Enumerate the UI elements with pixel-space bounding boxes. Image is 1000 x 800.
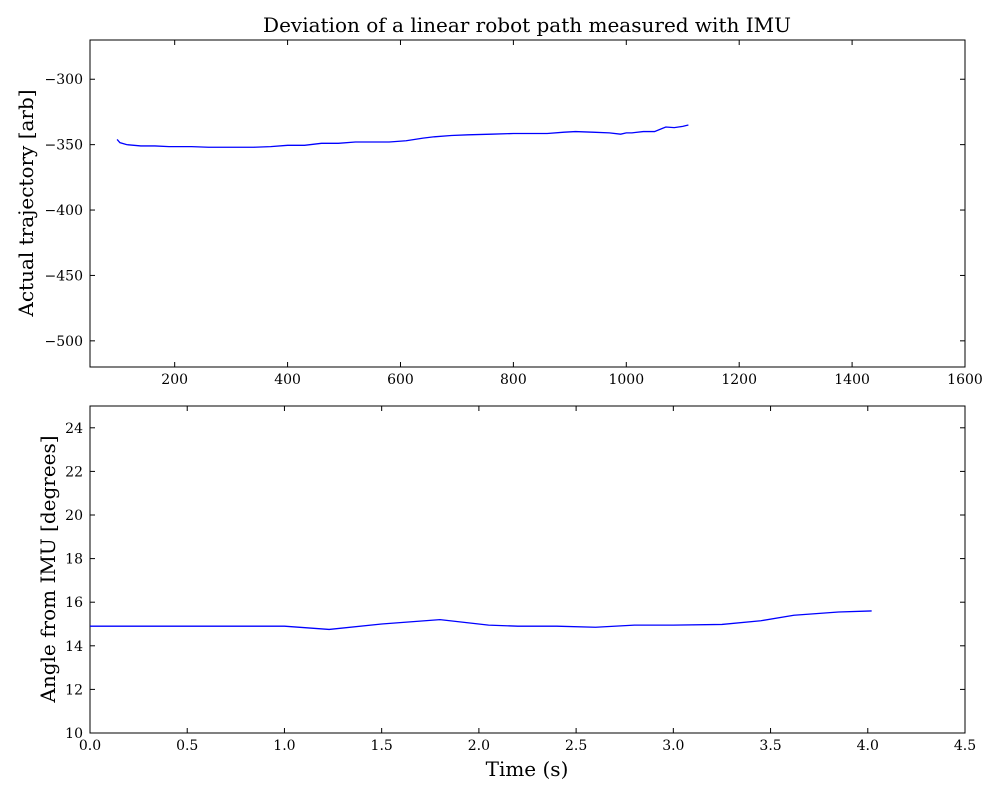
angle-x-tick-label: 1.0 <box>273 738 295 754</box>
angle-y-tick-label: 10 <box>65 726 83 742</box>
trajectory-series-line <box>116 124 689 148</box>
angle-x-tick-label: 2.5 <box>565 738 587 754</box>
trajectory-plot: 200 400 600 800 1000 1200 1400 1600 −300 −350 −40… <box>14 39 983 388</box>
angle-x-tick-label: 3.0 <box>662 738 684 754</box>
trajectory-x-tick-label: 1000 <box>608 372 644 388</box>
angle-plot-frame <box>89 405 966 734</box>
angle-x-tick-label: 0.0 <box>79 738 101 754</box>
trajectory-plot-frame <box>89 39 966 368</box>
trajectory-y-tick-label: −350 <box>45 138 83 154</box>
angle-y-ticks: 10 12 14 16 18 20 22 24 <box>65 421 965 742</box>
angle-y-tick-label: 22 <box>65 464 83 480</box>
angle-x-tick-label: 0.5 <box>176 738 198 754</box>
angle-y-tick-label: 24 <box>65 421 83 437</box>
angle-x-tick-label: 4.0 <box>857 738 879 754</box>
angle-x-tick-label: 4.5 <box>954 738 976 754</box>
trajectory-x-tick-label: 1200 <box>721 372 757 388</box>
trajectory-y-ticks: −300 −350 −400 −450 −500 <box>45 72 965 350</box>
angle-y-tick-label: 14 <box>65 639 83 655</box>
trajectory-x-ticks: 200 400 600 800 1000 1200 1400 1600 <box>161 40 983 388</box>
angle-y-tick-label: 20 <box>65 508 83 524</box>
angle-plot: 0.0 0.5 1.0 1.5 2.0 2.5 3.0 3.5 4.0 4.5 101214161… <box>36 405 976 781</box>
trajectory-y-tick-label: −300 <box>45 72 83 88</box>
angle-x-ticks: 0.0 0.5 1.0 1.5 2.0 2.5 3.0 3.5 4.0 4.5 <box>79 406 976 754</box>
angle-x-axis-label: Time (s) <box>486 757 569 781</box>
trajectory-y-tick-label: −500 <box>45 334 83 350</box>
angle-y-tick-label: 18 <box>65 552 83 568</box>
trajectory-y-tick-label: −450 <box>45 268 83 284</box>
angle-series-line <box>90 610 872 631</box>
trajectory-x-tick-label: 800 <box>500 372 527 388</box>
trajectory-y-tick-label: −400 <box>45 203 83 219</box>
angle-y-tick-label: 12 <box>65 682 83 698</box>
angle-y-tick-label: 16 <box>65 595 83 611</box>
trajectory-x-tick-label: 600 <box>387 372 414 388</box>
trajectory-y-axis-label: Actual trajectory [arb] <box>14 89 38 317</box>
trajectory-x-tick-label: 1600 <box>947 372 983 388</box>
angle-y-axis-label: Angle from IMU [degrees] <box>36 435 60 703</box>
angle-x-tick-label: 1.5 <box>371 738 393 754</box>
trajectory-x-tick-label: 400 <box>274 372 301 388</box>
trajectory-x-tick-label: 1400 <box>834 372 870 388</box>
angle-x-tick-label: 2.0 <box>468 738 490 754</box>
angle-x-tick-label: 3.5 <box>759 738 781 754</box>
trajectory-x-tick-label: 200 <box>161 372 188 388</box>
chart-title: Deviation of a linear robot path measure… <box>263 13 791 37</box>
